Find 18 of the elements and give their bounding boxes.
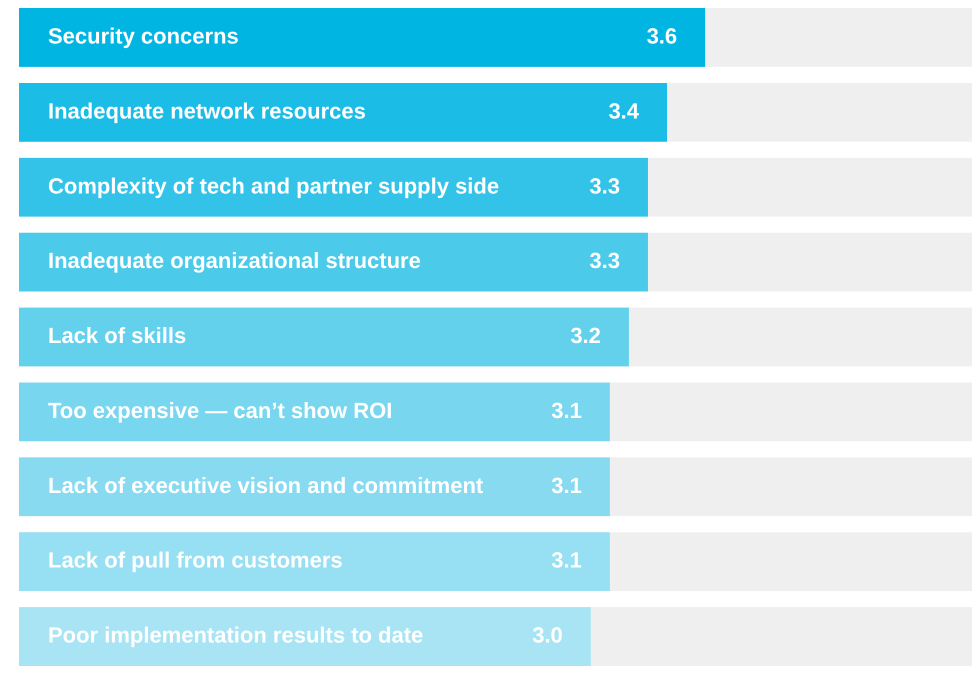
data-label: 3.3: [589, 173, 620, 198]
data-label: 3.4: [608, 98, 640, 124]
data-label: 3.0: [532, 622, 563, 648]
y-tick-label: Lack of executive vision and commitment: [48, 472, 484, 498]
y-tick-label: Inadequate organizational structure: [48, 248, 421, 274]
y-tick-label: Poor implementation results to date: [48, 622, 424, 648]
y-tick-label: Inadequate network resources: [48, 98, 366, 124]
y-tick-label: Lack of pull from customers: [48, 548, 343, 573]
data-label: 3.3: [589, 248, 620, 274]
data-label: 3.1: [551, 398, 582, 423]
data-label: 3.1: [551, 472, 582, 498]
data-label: 3.6: [646, 24, 678, 49]
y-tick-label: Lack of skills: [48, 323, 186, 348]
data-label: 3.1: [551, 548, 582, 573]
y-tick-label: Security concerns: [48, 24, 239, 49]
y-tick-label: Too expensive — can’t show ROI: [48, 398, 392, 423]
data-label: 3.2: [570, 323, 601, 348]
y-tick-label: Complexity of tech and partner supply side: [48, 173, 500, 198]
